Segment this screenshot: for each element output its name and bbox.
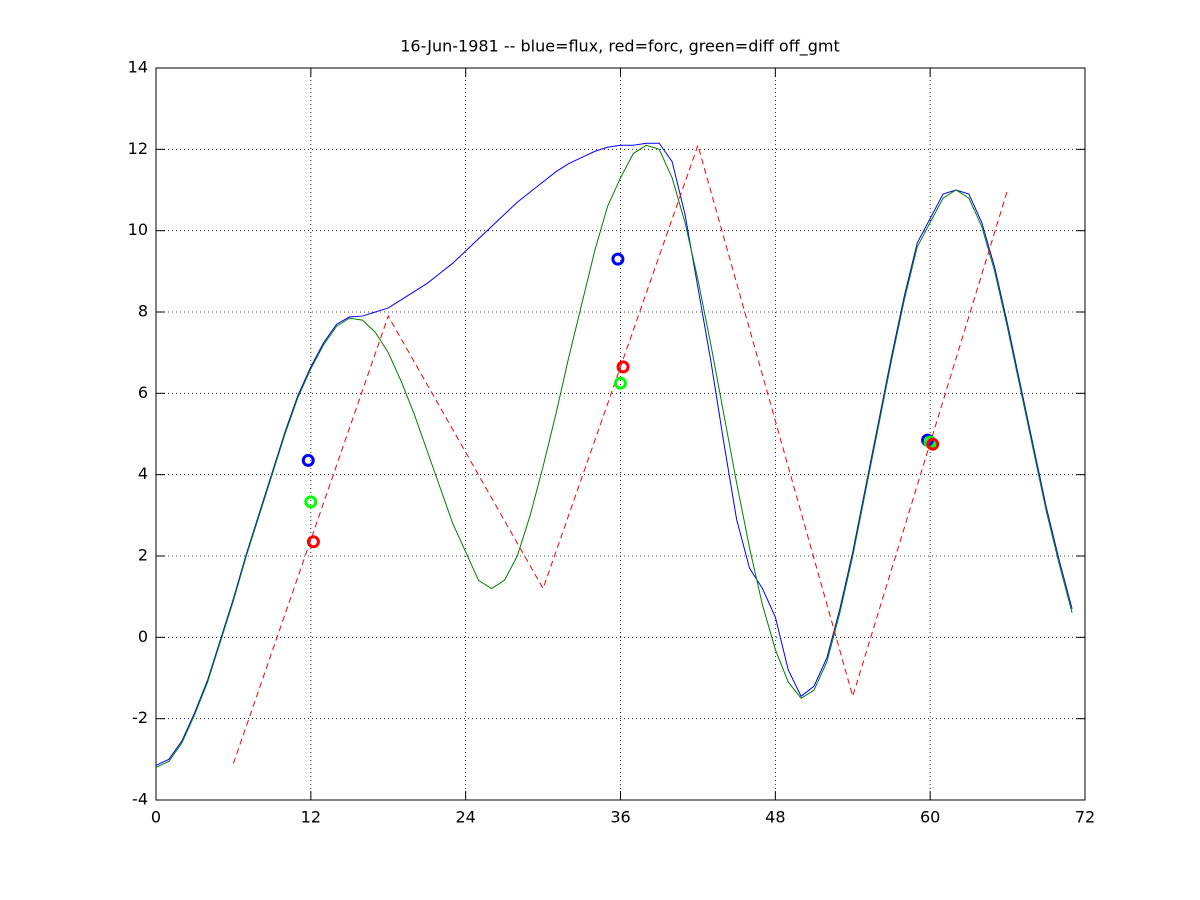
y-tick-label: 12 xyxy=(128,139,148,158)
marker xyxy=(304,495,318,509)
y-tick-label: 8 xyxy=(138,302,148,321)
x-tick-label: 72 xyxy=(1075,808,1095,827)
y-tick-label: -2 xyxy=(132,708,148,727)
y-tick-label: 0 xyxy=(138,627,148,646)
x-tick-label: 36 xyxy=(610,808,630,827)
x-tick-label: 60 xyxy=(920,808,940,827)
series-line xyxy=(155,142,1073,766)
marker xyxy=(616,360,630,374)
y-tick-label: 6 xyxy=(138,383,148,402)
axes-box xyxy=(155,67,1086,801)
marker xyxy=(306,535,320,549)
series-line xyxy=(155,144,1073,768)
y-tick-label: -4 xyxy=(132,790,148,809)
chart-title: 16-Jun-1981 -- blue=flux, red=forc, gree… xyxy=(400,37,840,57)
y-tick-label: 4 xyxy=(138,464,148,483)
y-tick-label: 2 xyxy=(138,546,148,565)
y-tick-label: 10 xyxy=(128,220,148,239)
x-tick-label: 12 xyxy=(301,808,321,827)
x-tick-label: 48 xyxy=(765,808,785,827)
series-line xyxy=(232,143,1009,764)
marker xyxy=(611,252,625,266)
x-tick-label: 0 xyxy=(151,808,161,827)
marker xyxy=(926,437,940,451)
marker xyxy=(301,453,315,467)
marker xyxy=(614,376,627,390)
y-tick-label: 14 xyxy=(128,58,148,77)
x-tick-label: 24 xyxy=(455,808,475,827)
